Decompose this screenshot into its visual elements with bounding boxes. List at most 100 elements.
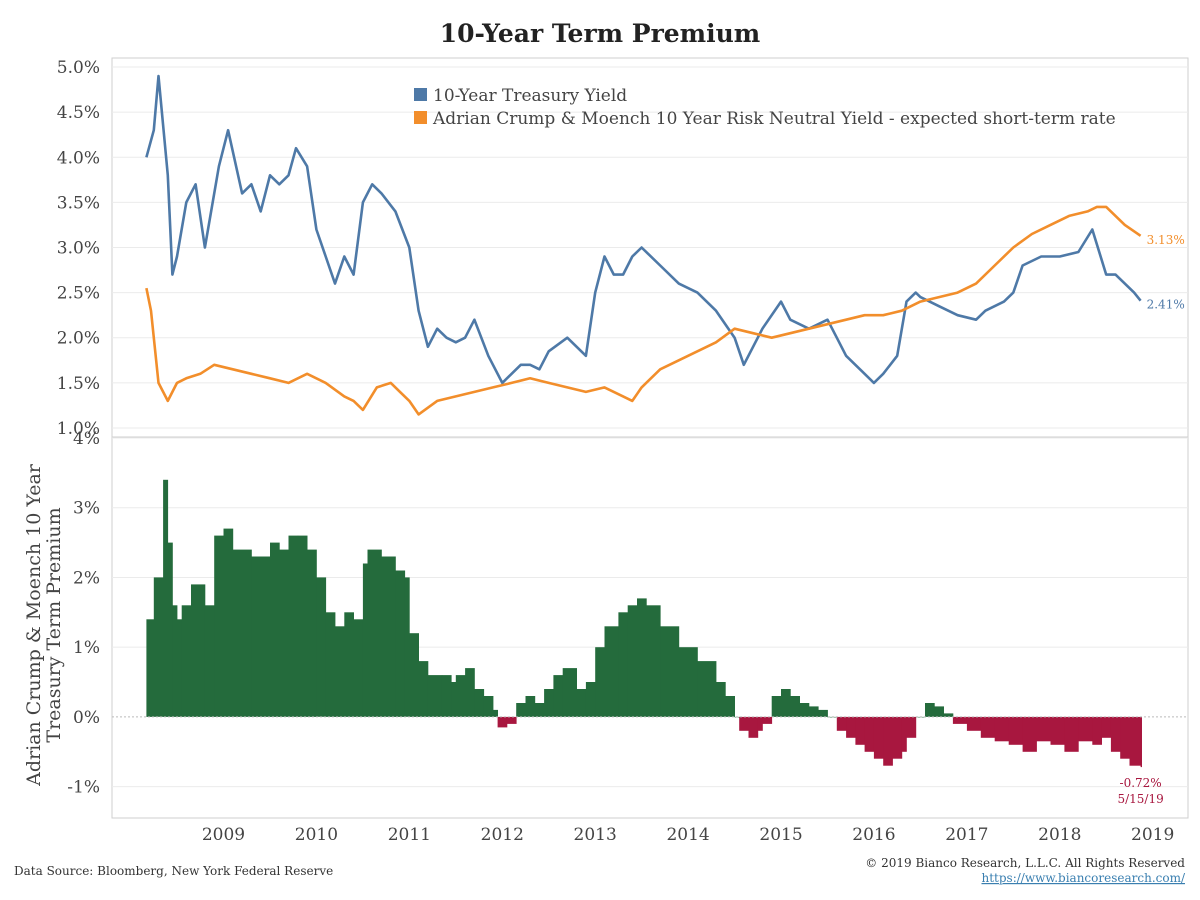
term-premium-bar-positive [818,709,828,717]
term-premium-bar-positive [153,577,164,717]
term-premium-bar-negative [846,716,856,738]
term-premium-bar-negative [1110,716,1121,752]
term-premium-bar-positive [395,570,406,717]
term-premium-bar-positive [534,703,545,717]
term-premium-bar-positive [353,619,364,717]
term-premium-bar-positive [427,675,443,717]
term-premium-bar-negative [980,716,996,738]
term-premium-bar-positive [172,605,178,717]
top-y-tick-label: 1.0% [57,419,100,439]
annotation-date: 5/15/19 [1117,792,1163,806]
end-label-treasury-yield: 2.41% [1147,298,1185,312]
term-premium-bar-positive [585,682,596,717]
term-premium-bar-positive [553,675,564,717]
x-tick-label: 2019 [1131,825,1174,845]
term-premium-bar-negative [1078,716,1093,742]
legend-swatch-yield [414,88,427,101]
term-premium-bar-positive [288,535,299,717]
top-y-tick-label: 1.5% [57,374,100,394]
x-tick-label: 2017 [945,825,988,845]
annotation-value: -0.72% [1120,776,1162,790]
term-premium-bar-negative [855,716,866,745]
bottom-panel-bar-chart: -1% 0% 1% 2% 3% 4% -0.72% 5/15/19 [67,429,1189,819]
term-premium-bar-negative [1120,716,1130,759]
term-premium-bar-positive [925,703,935,717]
bottom-y-tick-label: 4% [73,429,100,449]
data-source-note: Data Source: Bloomberg, New York Federal… [14,864,333,878]
term-premium-bar-negative [506,716,517,724]
term-premium-bar-positive [465,668,475,717]
term-premium-bar-positive [646,605,661,717]
term-premium-bar-negative [748,716,759,738]
bottom-y-axis-label-line-1: Adrian Crump & Moench 10 Year [23,463,45,787]
term-premium-bar-positive [483,696,494,717]
term-premium-bar-negative [1008,716,1023,745]
end-label-risk-neutral-yield: 3.13% [1147,233,1185,247]
series-line-risk-neutral-yield [145,205,1142,416]
term-premium-bar-positive [214,535,224,717]
term-premium-bar-negative [952,716,968,724]
term-premium-bar-positive [790,696,800,717]
term-premium-bar-positive [627,605,638,717]
term-premium-bar-positive [725,696,735,717]
x-tick-label: 2014 [666,825,709,845]
term-premium-bar-positive [204,605,215,717]
x-tick-label: 2010 [295,825,338,845]
top-y-tick-label: 5.0% [57,58,100,78]
term-premium-bar-negative [1101,716,1112,738]
term-premium-bar-positive [678,647,698,717]
term-premium-bar-positive [325,612,336,717]
top-y-tick-label: 4.0% [57,148,100,168]
term-premium-bar-positive [316,577,327,717]
x-tick-label: 2012 [481,825,524,845]
term-premium-bar-positive [146,619,155,717]
series-line-treasury-yield [145,74,1142,385]
term-premium-bar-positive [344,612,354,717]
term-premium-bar-positive [223,528,234,717]
term-premium-bar-negative [864,716,875,752]
website-link[interactable]: https://www.biancoresearch.com/ [981,871,1185,885]
term-premium-bar-positive [516,703,526,717]
term-premium-bar-positive [808,706,819,717]
term-premium-bar-negative [836,716,847,731]
term-premium-bar-positive [799,703,810,717]
top-y-tick-label: 3.5% [57,193,100,213]
x-tick-label: 2013 [574,825,617,845]
legend-label-neutral: Adrian Crump & Moench 10 Year Risk Neutr… [432,109,1116,129]
term-premium-bar-negative [892,716,903,759]
term-premium-bar-positive [562,668,577,717]
term-premium-bar-negative [739,716,749,731]
top-panel-line-chart: 1.0% 1.5% 2.0% 2.5% 3.0% 3.5% 4.0% 4.5% 5.0% 2.41… [57,57,1189,439]
term-premium-bar-positive [441,675,452,717]
legend-label-yield: 10-Year Treasury Yield [433,86,627,106]
term-premium-bar-negative [1050,716,1065,745]
term-premium-bar-positive [595,647,605,717]
term-premium-bar-positive [637,598,647,717]
term-premium-bar-negative [497,716,508,728]
term-premium-bar-positive [335,626,345,717]
term-premium-bar-positive [404,577,410,717]
term-premium-bar-positive [474,689,485,717]
term-premium-bar-positive [297,535,308,717]
bottom-y-axis-label-line-2: Treasury Term Premium [43,507,65,742]
term-premium-bar-positive [167,542,173,717]
term-premium-bar-negative [1092,716,1102,745]
x-tick-label: 2009 [202,825,245,845]
term-premium-bar-positive [251,556,271,717]
term-premium-bar-positive [697,661,717,717]
term-premium-bar-positive [381,556,396,717]
top-y-tick-label: 3.0% [57,239,100,259]
top-y-tick-label: 2.5% [57,284,100,304]
term-premium-bar-positive [177,619,182,717]
term-premium-bar-positive [451,682,457,717]
term-premium-bar-positive [525,696,536,717]
term-premium-bar-positive [771,696,782,717]
term-premium-bar-positive [270,542,280,717]
term-premium-bar-positive [191,584,206,717]
term-premium-bar-positive [660,626,680,717]
x-tick-label: 2016 [852,825,895,845]
term-premium-bar-positive [367,549,382,717]
chart-title: 10-Year Term Premium [440,19,761,48]
term-premium-bar-positive [418,661,429,717]
